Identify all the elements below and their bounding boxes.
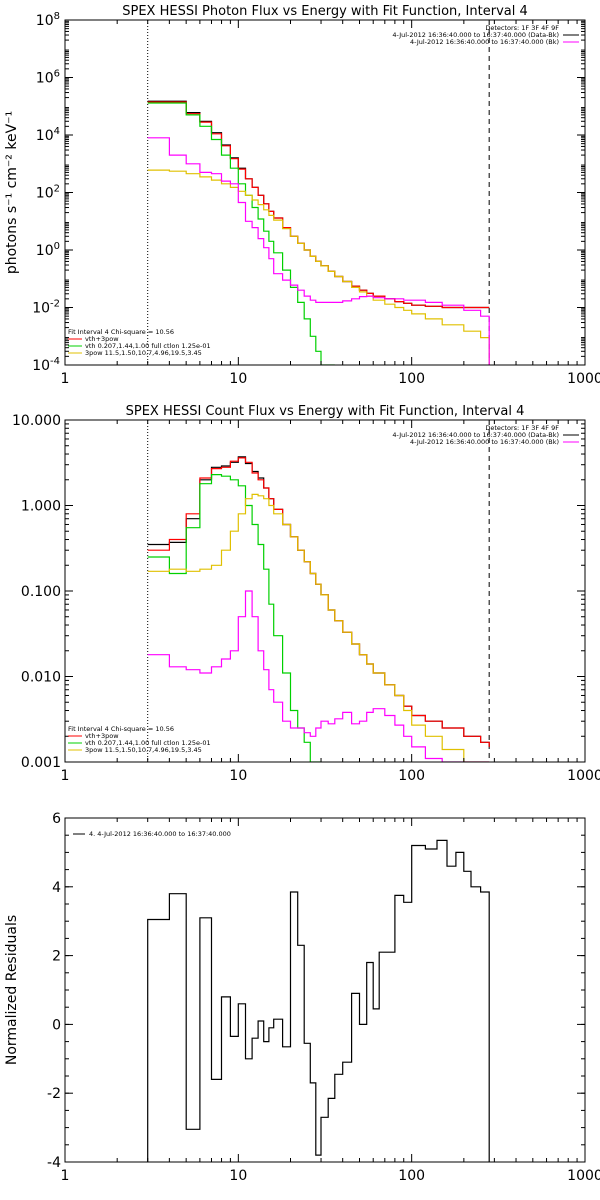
x-tick-label: 10 [229, 768, 247, 784]
y-tick-label: 2 [52, 949, 61, 965]
y-tick-label: 10.000 [12, 413, 61, 429]
y-tick-label: 0.100 [21, 584, 61, 600]
photon-flux-panel: SPEX HESSI Photon Flux vs Energy with Fi… [4, 4, 600, 387]
y-tick-label: 104 [36, 126, 60, 144]
y-tick-label: 0 [52, 1017, 61, 1033]
x-tick-label: 1 [61, 1168, 70, 1184]
legend-entry: 4-Jul-2012 16:36:40.000 to 16:37:40.000 … [392, 431, 559, 439]
series-group [147, 456, 490, 762]
legend-entry: Detectors: 1F 3F 4F 9F [485, 24, 559, 32]
residuals-panel: Normalized Residuals 1 10 100 1000 -4 -2 0 2 4 6 4.… [4, 811, 600, 1184]
series-line-0 [147, 100, 490, 309]
series-line-4 [147, 137, 490, 365]
x-tick-label: 10 [229, 1168, 247, 1184]
x-tick-label: 100 [398, 371, 425, 387]
y-tick-label: -4 [47, 1155, 61, 1171]
legend-entry: vth 0.207,1.44,1.00 full ctlon 1.25e-01 [85, 342, 211, 350]
x-tick-label: 1 [61, 371, 70, 387]
x-tick-label: 100 [398, 1168, 425, 1184]
series-group [147, 839, 490, 1162]
legend-entry: vth+3pow [85, 335, 119, 343]
chart-title: SPEX HESSI Photon Flux vs Energy with Fi… [122, 4, 528, 19]
y-axis-label: Normalized Residuals [4, 915, 20, 1065]
legend-entry: Fit Interval 4 Chi-square = 10.56 [68, 328, 174, 336]
legend-entry: 3pow 11.5,1.50,10.7,4.96,19.5,3.45 [85, 349, 202, 357]
y-tick-label: 102 [36, 184, 60, 202]
y-tick-label: 1.000 [21, 499, 61, 515]
legend-entry: 4. 4-Jul-2012 16:36:40.000 to 16:37:40.0… [89, 830, 231, 838]
y-tick-label: 106 [36, 69, 60, 87]
series-line-2 [147, 102, 335, 365]
x-tick-label: 10 [229, 371, 247, 387]
y-tick-label: 10-4 [32, 356, 60, 374]
y-tick-label: 10-2 [32, 299, 60, 317]
plot-frame [64, 817, 586, 1163]
legend-entry: vth 0.207,1.44,1.00 full ctlon 1.25e-01 [85, 739, 211, 747]
plot-frame [64, 419, 586, 763]
legend-entry: Fit Interval 4 Chi-square = 10.56 [68, 725, 174, 733]
y-tick-label: 6 [52, 811, 61, 827]
series-line-3 [147, 169, 490, 365]
y-tick-label: 4 [52, 880, 61, 896]
x-tick-label: 1 [61, 768, 70, 784]
series-line-2 [147, 474, 321, 762]
legend-entry: vth+3pow [85, 732, 119, 740]
x-tick-label: 100 [398, 768, 425, 784]
legend-entry: 4-Jul-2012 16:36:40.000 to 16:37:40.000 … [410, 438, 559, 446]
count-flux-panel: SPEX HESSI Count Flux vs Energy with Fit… [12, 404, 600, 784]
legend-entry: 4-Jul-2012 16:36:40.000 to 16:37:40.000 … [392, 31, 559, 39]
series-line-1 [147, 457, 490, 747]
x-tick-label: 1000 [567, 1168, 600, 1184]
series-line-4 [147, 590, 490, 762]
y-axis-label: photons s⁻¹ cm⁻² keV⁻¹ [4, 111, 20, 274]
y-tick-label: -2 [47, 1086, 61, 1102]
series-line-0 [147, 456, 490, 747]
legend-entry: Detectors: 1F 3F 4F 9F [485, 424, 559, 432]
chart-title: SPEX HESSI Count Flux vs Energy with Fit… [126, 404, 525, 419]
series-line-3 [147, 493, 490, 762]
y-tick-label: 0.001 [21, 755, 61, 771]
y-tick-label: 108 [36, 11, 60, 29]
y-tick-label: 0.010 [21, 670, 61, 686]
x-tick-label: 1000 [567, 371, 600, 387]
series-line-1 [147, 101, 490, 309]
x-tick-label: 1000 [567, 768, 600, 784]
y-tick-label: 100 [36, 241, 60, 259]
series-line-0 [147, 839, 490, 1162]
series-group [147, 100, 490, 365]
legend-entry: 4-Jul-2012 16:36:40.000 to 16:37:40.000 … [410, 38, 559, 46]
plot-frame [64, 19, 586, 366]
legend-entry: 3pow 11.5,1.50,10.7,4.96,19.5,3.45 [85, 746, 202, 754]
